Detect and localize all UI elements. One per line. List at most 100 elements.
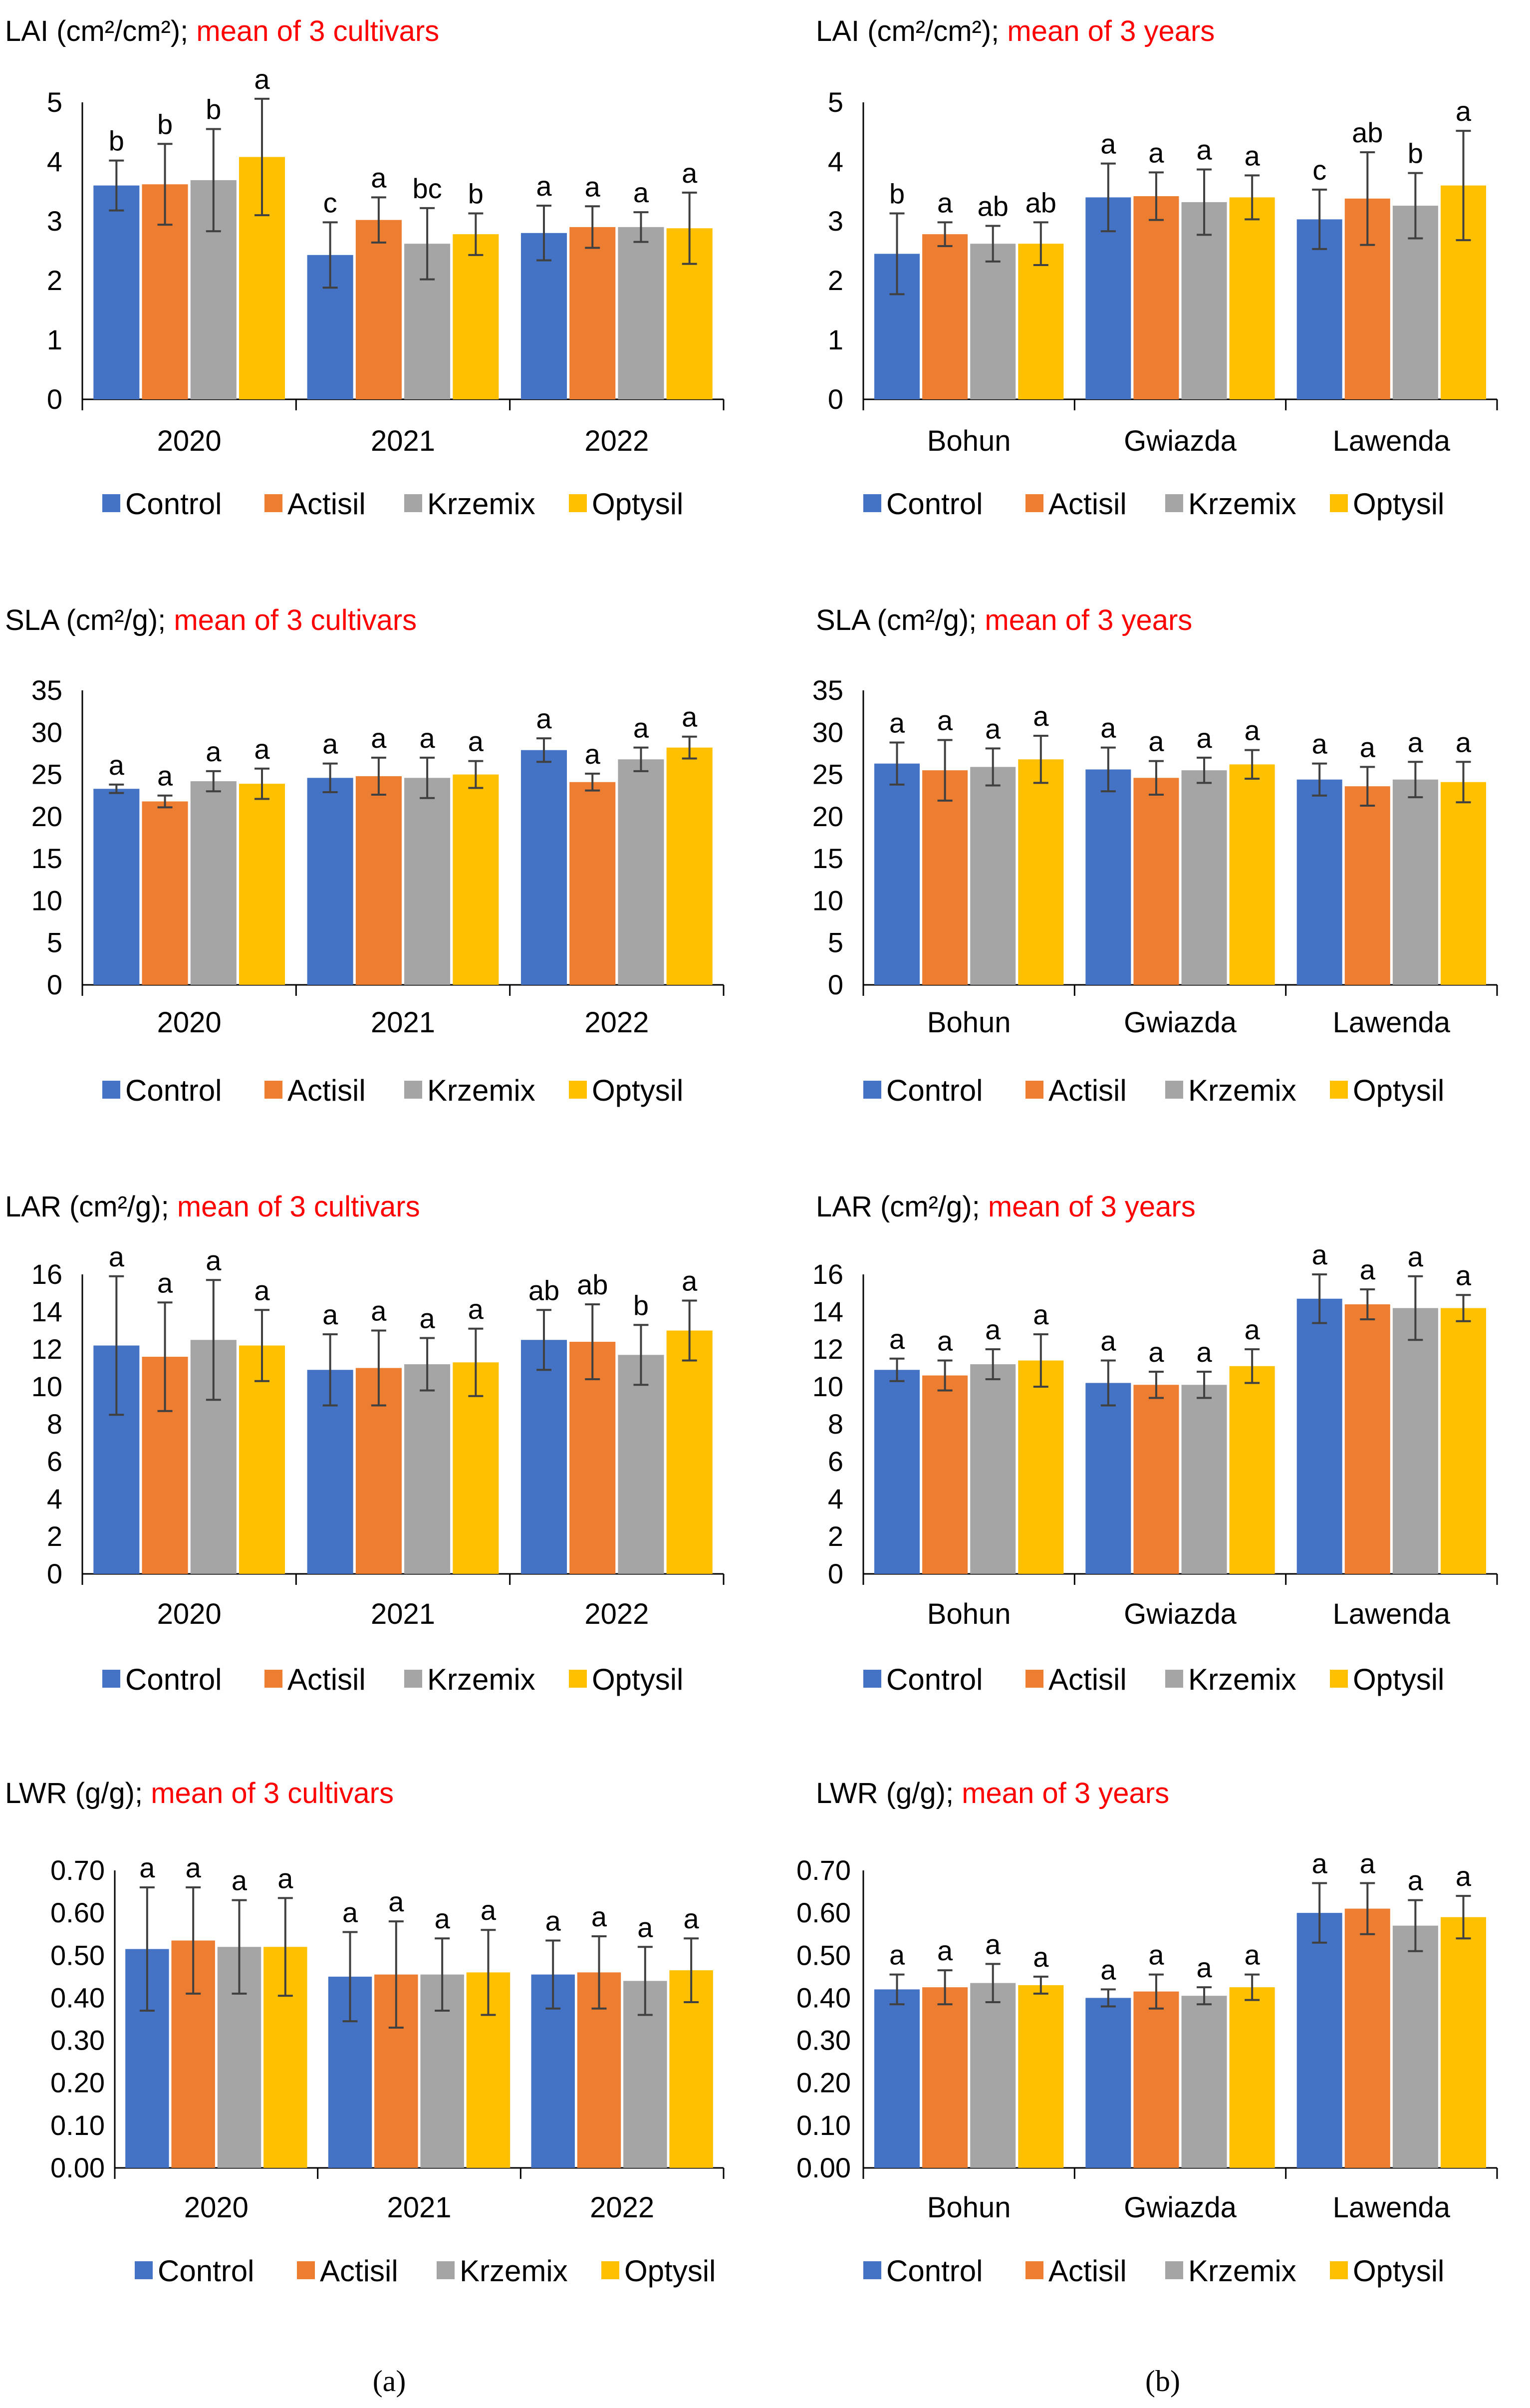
y-tick-label: 1 [47, 324, 62, 355]
bar-krzemix [970, 244, 1016, 399]
panel-label-b: (b) [1145, 2365, 1180, 2398]
bar-control [1296, 1913, 1342, 2168]
chart-title-note: mean of 3 cultivars [177, 1191, 420, 1223]
significance-letter: ab [577, 1269, 608, 1300]
bar-optysil [1018, 1985, 1064, 2168]
significance-letter: a [371, 162, 387, 193]
legend-label-actisil: Actisil [320, 2254, 398, 2288]
legend-swatch-krzemix [1165, 1670, 1183, 1688]
significance-letter: a [206, 736, 222, 767]
significance-letter: a [277, 1862, 293, 1894]
chart-sla-years: SLA (cm²/g); mean of 3 years 0 5 10 15 20 25 30… [812, 604, 1498, 1107]
significance-letter: a [322, 728, 338, 760]
y-tick-label: 0.30 [796, 2025, 851, 2056]
x-category-label: Lawenda [1333, 1598, 1451, 1630]
bar-actisil [142, 801, 188, 985]
chart-title: LAR (cm²/g); mean of 3 years [816, 1191, 1196, 1223]
x-category-label: 2020 [157, 1598, 222, 1630]
y-tick-label: 0.50 [796, 1939, 851, 1971]
legend-swatch-actisil [1025, 2261, 1043, 2279]
legend-label-actisil: Actisil [287, 1663, 366, 1696]
bar-actisil [1344, 1908, 1390, 2168]
x-category-label: Lawenda [1333, 425, 1451, 457]
significance-letter: a [1033, 1299, 1049, 1330]
legend-label-actisil: Actisil [287, 1074, 366, 1107]
y-tick-label: 10 [812, 885, 843, 916]
significance-letter: a [889, 707, 905, 739]
y-tick-label: 3 [47, 205, 62, 237]
y-tick-label: 0 [47, 383, 62, 415]
significance-letter: a [937, 1325, 953, 1357]
legend-swatch-krzemix [1165, 494, 1183, 512]
legend-label-control: Control [125, 1074, 222, 1107]
bar-actisil [569, 1342, 616, 1574]
x-category-label: Bohun [927, 1006, 1011, 1039]
legend-label-actisil: Actisil [1048, 1663, 1127, 1696]
significance-letter: a [1100, 712, 1116, 744]
significance-letter: a [585, 738, 601, 770]
panel-label-a: (a) [373, 2365, 406, 2398]
y-tick-label: 30 [31, 716, 62, 748]
chart-title: LAR (cm²/g); mean of 3 cultivars [5, 1191, 420, 1223]
legend-swatch-krzemix [404, 494, 422, 512]
chart-title-metric: LWR (g/g); [5, 1777, 151, 1809]
y-tick-label: 10 [31, 1371, 62, 1402]
x-category-label: 2021 [371, 1006, 435, 1039]
x-category-label: 2020 [184, 2191, 249, 2224]
significance-letter: a [254, 1274, 270, 1306]
significance-letter: a [985, 1928, 1001, 1960]
bar-actisil [1133, 196, 1179, 399]
significance-letter: a [1312, 728, 1328, 760]
bar-krzemix [1181, 1996, 1227, 2168]
y-tick-label: 35 [31, 674, 62, 706]
significance-letter: a [322, 1299, 338, 1330]
legend-swatch-krzemix [1165, 2261, 1183, 2279]
legend-swatch-optysil [1330, 2261, 1348, 2279]
chart-title-note: mean of 3 cultivars [174, 604, 417, 636]
significance-letter: a [985, 1314, 1001, 1345]
bar-optysil [1018, 759, 1064, 985]
significance-letter: a [109, 1241, 125, 1272]
bar-control [307, 778, 353, 985]
y-tick-label: 0.60 [50, 1897, 105, 1928]
significance-letter: a [1360, 1848, 1376, 1879]
chart-lar-years: LAR (cm²/g); mean of 3 years 0 2 4 6 8 10 12 14 1… [812, 1191, 1498, 1696]
legend-label-control: Control [886, 1663, 983, 1696]
significance-letter: b [157, 108, 173, 140]
significance-letter: a [1196, 722, 1212, 754]
y-tick-label: 0 [828, 1558, 843, 1589]
y-tick-label: 0.30 [50, 2025, 105, 2056]
legend-label-krzemix: Krzemix [1188, 1663, 1296, 1696]
significance-letter: a [1245, 1939, 1261, 1971]
chart-title-metric: LAI (cm²/cm²); [816, 15, 1007, 47]
significance-letter: a [633, 177, 649, 208]
legend-label-optysil: Optysil [592, 487, 683, 521]
bar-optysil [1018, 1360, 1064, 1574]
significance-letter: a [633, 712, 649, 744]
bar-krzemix [404, 778, 451, 985]
y-tick-label: 6 [828, 1446, 843, 1477]
significance-letter: a [109, 749, 125, 781]
bar-actisil [569, 782, 616, 985]
chart-title: LWR (g/g); mean of 3 cultivars [5, 1777, 394, 1809]
significance-letter: a [591, 1901, 607, 1932]
bar-control [1296, 1298, 1342, 1574]
y-tick-label: 20 [31, 801, 62, 832]
y-tick-label: 5 [828, 86, 843, 118]
bar-krzemix [618, 227, 664, 399]
charts-layer: LAI (cm²/cm²); mean of 3 cultivars012345… [5, 15, 1498, 2288]
significance-letter: a [186, 1852, 202, 1883]
legend-label-actisil: Actisil [1048, 487, 1127, 521]
chart-title-note: mean of 3 years [988, 1191, 1196, 1223]
y-tick-label: 0.00 [50, 2152, 105, 2183]
significance-letter: a [536, 170, 552, 202]
bar-actisil [355, 776, 402, 985]
significance-letter: bc [413, 173, 442, 204]
bar-krzemix [1392, 1925, 1438, 2168]
legend-label-krzemix: Krzemix [1188, 2254, 1296, 2288]
y-tick-label: 4 [47, 146, 62, 177]
bar-krzemix [1392, 1308, 1438, 1574]
significance-letter: b [889, 178, 905, 210]
y-tick-label: 0 [47, 1558, 62, 1589]
bar-control [1085, 1998, 1131, 2168]
